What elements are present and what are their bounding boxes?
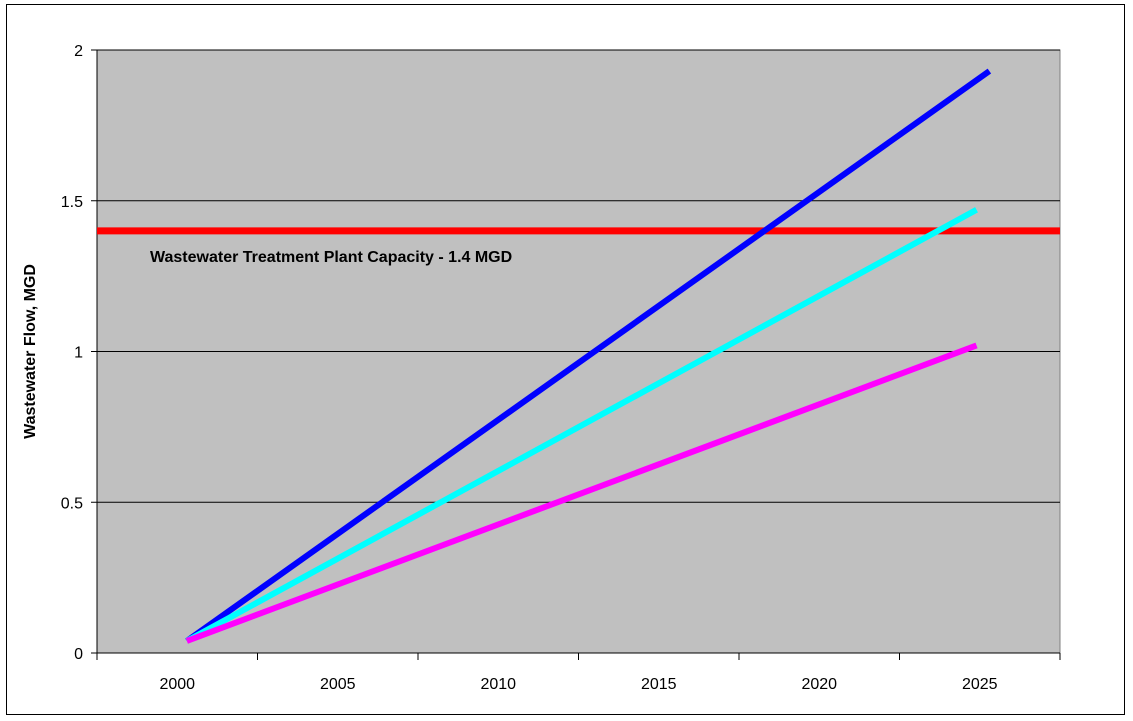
x-tick-label: 2005 <box>320 676 356 693</box>
y-tick-label: 1.5 <box>61 194 83 211</box>
gridlines <box>97 49 1060 503</box>
x-tick-label: 2010 <box>480 676 516 693</box>
capacity-label: Wastewater Treatment Plant Capacity - 1.… <box>150 249 512 266</box>
y-tick-label: 1 <box>74 345 83 362</box>
series-line-magenta <box>185 342 978 644</box>
y-tick-label: 2 <box>74 43 83 60</box>
x-tick-label: 2025 <box>962 676 998 693</box>
y-tick-labels: 0 0.5 1 1.5 2 <box>61 43 83 663</box>
x-tick-label: 2020 <box>801 676 837 693</box>
x-tick-label: 2000 <box>159 676 195 693</box>
series-line-cyan <box>185 207 978 644</box>
series-lines <box>97 68 1060 644</box>
y-tick-label: 0 <box>74 646 83 663</box>
x-tick-labels: 2000 2005 2010 2015 2020 2025 <box>159 676 997 693</box>
y-axis-title: Wastewater Flow, MGD <box>22 264 39 439</box>
series-line-blue <box>185 68 992 644</box>
y-tick-label: 0.5 <box>61 495 83 512</box>
axes <box>91 49 1061 660</box>
x-tick-label: 2015 <box>641 676 677 693</box>
